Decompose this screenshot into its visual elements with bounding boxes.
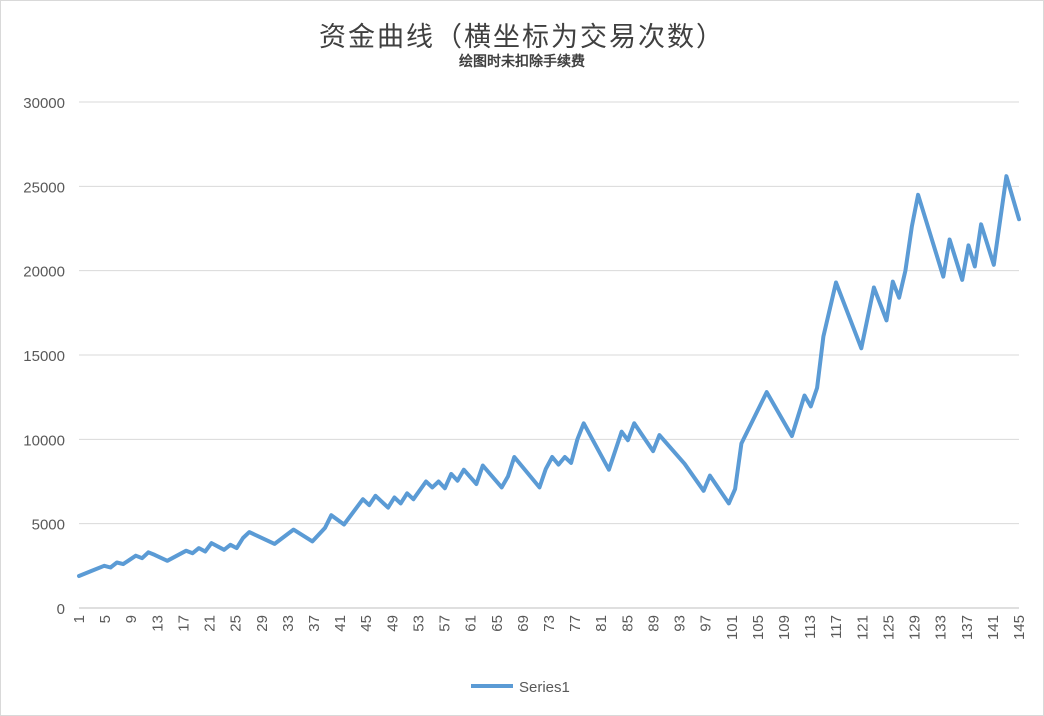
- chart-title: 资金曲线（横坐标为交易次数）: [319, 22, 725, 53]
- y-tick-label: 5000: [32, 517, 65, 534]
- x-tick-label: 101: [724, 615, 741, 640]
- legend-label: Series1: [519, 679, 570, 696]
- x-tick-label: 141: [985, 615, 1002, 640]
- x-tick-label: 89: [645, 615, 662, 632]
- x-tick-label: 81: [593, 615, 610, 632]
- x-tick-label: 33: [280, 615, 297, 632]
- x-tick-label: 25: [228, 615, 245, 632]
- x-tick-label: 125: [880, 615, 897, 640]
- y-tick-label: 25000: [23, 179, 65, 196]
- x-tick-label: 9: [123, 615, 140, 623]
- x-tick-label: 105: [750, 615, 767, 640]
- x-tick-label: 137: [959, 615, 976, 640]
- x-tick-label: 5: [97, 615, 114, 623]
- x-tick-label: 109: [776, 615, 793, 640]
- x-tick-label: 61: [463, 615, 480, 632]
- series-line: [77, 174, 1021, 578]
- x-tick-label: 93: [672, 615, 689, 632]
- x-tick-label: 121: [854, 615, 871, 640]
- x-tick-label: 13: [149, 615, 166, 632]
- x-tick-label: 85: [619, 615, 636, 632]
- x-tick-label: 65: [489, 615, 506, 632]
- y-tick-label: 10000: [23, 432, 65, 449]
- x-tick-label: 117: [828, 615, 845, 639]
- y-tick-label: 20000: [23, 264, 65, 281]
- x-tick-label: 77: [567, 615, 584, 632]
- y-tick-label: 15000: [23, 348, 65, 365]
- chart-subtitle: 绘图时未扣除手续费: [459, 54, 585, 70]
- x-tick-label: 1: [71, 615, 88, 623]
- x-tick-label: 37: [306, 615, 323, 632]
- y-tick-label: 0: [57, 601, 65, 618]
- x-tick-label: 145: [1011, 615, 1028, 640]
- x-tick-label: 57: [437, 615, 454, 632]
- x-tick-label: 97: [698, 615, 715, 632]
- y-tick-label: 30000: [23, 95, 65, 112]
- x-tick-label: 73: [541, 615, 558, 632]
- x-tick-label: 69: [515, 615, 532, 632]
- x-tick-label: 17: [175, 615, 192, 632]
- x-tick-label: 53: [410, 615, 427, 632]
- x-tick-label: 29: [254, 615, 271, 632]
- x-tick-label: 133: [933, 615, 950, 640]
- x-tick-label: 21: [202, 615, 219, 632]
- x-tick-label: 41: [332, 615, 349, 632]
- x-tick-label: 49: [384, 615, 401, 632]
- x-tick-label: 45: [358, 615, 375, 632]
- x-tick-label: 129: [907, 615, 924, 640]
- x-tick-label: 113: [802, 615, 819, 639]
